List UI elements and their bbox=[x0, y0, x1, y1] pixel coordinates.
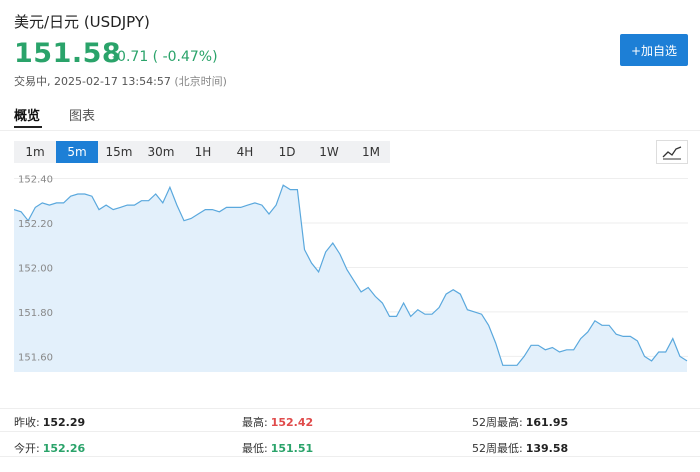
y-tick-label: 152.00 bbox=[18, 263, 53, 274]
status-text: 交易中, 2025-02-17 13:54:57 bbox=[14, 75, 171, 88]
instrument-title: 美元/日元 (USDJPY) bbox=[14, 13, 150, 31]
tab-overview[interactable]: 概览 bbox=[14, 109, 41, 124]
period-1d[interactable]: 1D bbox=[278, 145, 296, 159]
stat-prev-close: 昨收: 152.29 bbox=[14, 414, 85, 430]
stat-open: 今开: 152.26 bbox=[14, 440, 85, 456]
stats-divider bbox=[0, 456, 700, 457]
add-to-watchlist-button[interactable]: +加自选 bbox=[620, 34, 688, 66]
stat-value: 161.95 bbox=[525, 416, 569, 429]
stat-label: 今开: bbox=[14, 442, 40, 455]
stat-value: 151.51 bbox=[270, 442, 314, 455]
current-price: 151.58 bbox=[14, 38, 122, 69]
period-4h[interactable]: 4H bbox=[236, 145, 254, 159]
timezone-label: (北京时间) bbox=[174, 75, 227, 88]
y-tick-label: 152.20 bbox=[18, 219, 53, 230]
stat-value: 139.58 bbox=[525, 442, 569, 455]
stats-divider bbox=[0, 408, 700, 409]
period-selector: 1m 5m 15m 30m 1H 4H 1D 1W 1M bbox=[14, 141, 390, 163]
period-5m[interactable]: 5m bbox=[56, 141, 98, 163]
period-30m[interactable]: 30m bbox=[147, 145, 175, 159]
chart-type-toggle[interactable] bbox=[656, 140, 688, 164]
tab-chart[interactable]: 图表 bbox=[69, 109, 96, 124]
stat-value: 152.26 bbox=[42, 442, 86, 455]
period-15m[interactable]: 15m bbox=[105, 145, 133, 159]
price-chart: 152.40152.20152.00151.80151.6004:0005:25… bbox=[14, 174, 688, 372]
period-1h[interactable]: 1H bbox=[194, 145, 212, 159]
stat-low: 最低: 151.51 bbox=[242, 440, 313, 456]
stat-value: 152.42 bbox=[270, 416, 314, 429]
stat-label: 最高: bbox=[242, 416, 268, 429]
period-1m[interactable]: 1m bbox=[25, 145, 45, 159]
stat-52w-high: 52周最高: 161.95 bbox=[472, 414, 568, 430]
stat-label: 52周最低: bbox=[472, 442, 523, 455]
line-chart-icon bbox=[662, 146, 682, 160]
tab-divider bbox=[0, 130, 700, 131]
stat-label: 52周最高: bbox=[472, 416, 523, 429]
price-change: -0.71 ( -0.47%) bbox=[112, 49, 218, 65]
y-tick-label: 151.60 bbox=[18, 352, 53, 363]
stats-divider bbox=[0, 431, 700, 432]
y-tick-label: 152.40 bbox=[18, 174, 53, 185]
active-tab-indicator bbox=[14, 126, 42, 128]
trading-status: 交易中, 2025-02-17 13:54:57 (北京时间) bbox=[14, 73, 227, 89]
stat-52w-low: 52周最低: 139.58 bbox=[472, 440, 568, 456]
stat-label: 最低: bbox=[242, 442, 268, 455]
stat-value: 152.29 bbox=[42, 416, 86, 429]
period-1w[interactable]: 1W bbox=[319, 145, 339, 159]
period-1mo[interactable]: 1M bbox=[362, 145, 380, 159]
price-line bbox=[14, 184, 688, 366]
y-tick-label: 151.80 bbox=[18, 308, 53, 319]
stat-label: 昨收: bbox=[14, 416, 40, 429]
price-area bbox=[14, 185, 687, 372]
stat-high: 最高: 152.42 bbox=[242, 414, 313, 430]
